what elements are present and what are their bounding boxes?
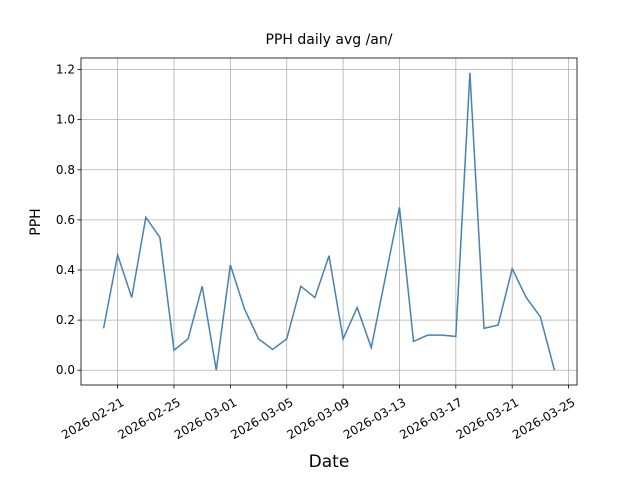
chart-title: PPH daily avg /an/ [266, 32, 393, 48]
data-line [102, 72, 556, 371]
x-axis-label: Date [309, 452, 350, 472]
y-tick-label: 0.0 [56, 363, 75, 377]
y-tick-label: 1.2 [56, 63, 75, 77]
plot-frame [80, 57, 578, 386]
y-tick-label: 1.0 [56, 113, 75, 127]
y-axis-label: PPH [28, 208, 44, 235]
y-tick-label: 0.8 [56, 163, 75, 177]
y-tick-label: 0.6 [56, 213, 75, 227]
y-tick-label: 0.2 [56, 313, 75, 327]
y-tick-label: 0.4 [56, 263, 75, 277]
